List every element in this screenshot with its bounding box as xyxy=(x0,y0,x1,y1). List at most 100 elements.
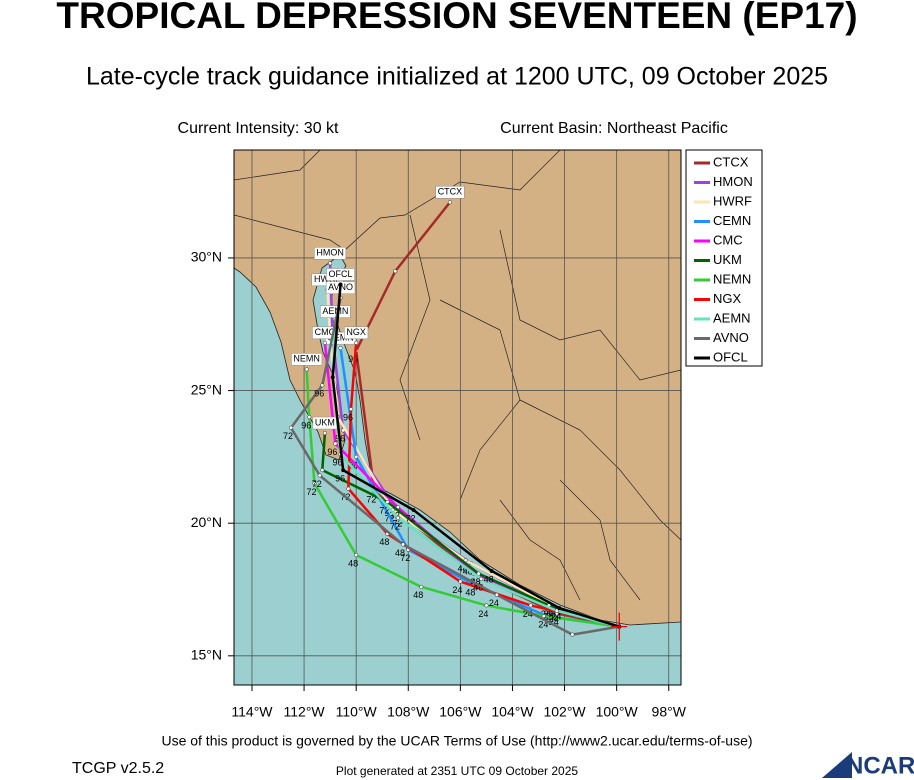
version: TCGP v2.5.2 xyxy=(72,760,164,777)
x-tick-label: 114°W xyxy=(231,704,273,720)
track-point xyxy=(393,269,398,274)
tau-label: 48 xyxy=(458,564,468,574)
y-tick-label: 15°N xyxy=(191,647,222,663)
tau-label: 48 xyxy=(395,548,405,558)
track-point xyxy=(320,383,325,388)
basin: Current Basin: Northeast Pacific xyxy=(500,120,728,137)
legend-label: NGX xyxy=(713,291,742,306)
track-tag: UKM xyxy=(315,417,335,427)
tau-label: 72 xyxy=(390,521,400,531)
track-tag: AEMN xyxy=(322,306,348,316)
track-point xyxy=(476,571,481,576)
track-point xyxy=(338,282,343,287)
tau-label: 72 xyxy=(306,487,316,497)
track-tag-box xyxy=(326,268,355,281)
track-point xyxy=(304,367,309,372)
track-point xyxy=(330,375,335,380)
track-point xyxy=(484,603,489,608)
track-point xyxy=(320,468,325,473)
tau-label: 72 xyxy=(312,479,322,489)
logo: NCAR xyxy=(846,752,914,779)
tau-label: 48 xyxy=(463,566,473,576)
axes: 114°W 112°W 110°W 108°W 106°W 104°W 102°W 100°W… xyxy=(191,249,687,720)
tau-label: 48 xyxy=(465,588,475,598)
track-point xyxy=(317,473,322,478)
tau-label: 48 xyxy=(379,537,389,547)
track-point xyxy=(401,542,406,547)
tau-label: 72 xyxy=(400,553,410,563)
track-point xyxy=(419,584,424,589)
legend: CTCX HMON HWRF CEMN CMC UKM NEMN NGX AEMN AVNO OFC… xyxy=(694,154,753,364)
track-point xyxy=(557,606,562,611)
track-point xyxy=(447,200,452,205)
tau-label: 24 xyxy=(478,609,488,619)
tau-label: 72 xyxy=(405,513,415,523)
legend-box xyxy=(685,149,763,367)
track-point xyxy=(541,614,546,619)
title: TROPICAL DEPRESSION SEVENTEEN (EP17) xyxy=(56,0,857,36)
tau-label: 96 xyxy=(333,458,343,468)
legend-label: HWRF xyxy=(713,193,752,208)
tau-label: 24 xyxy=(489,598,499,608)
track-point xyxy=(312,481,317,486)
borders xyxy=(234,150,681,601)
tau-label: 72 xyxy=(379,505,389,515)
x-tick-label: 104°W xyxy=(491,704,534,720)
y-tick-label: 30°N xyxy=(191,249,222,265)
track-point xyxy=(494,592,499,597)
track-point xyxy=(289,425,294,430)
x-tick-label: 106°W xyxy=(439,704,482,720)
tau-label: 24 xyxy=(541,609,551,619)
tau-label: 96 xyxy=(343,413,353,423)
track-tag: CEMN xyxy=(327,333,354,343)
tau-label: 24 xyxy=(551,611,561,621)
x-tick-label: 112°W xyxy=(284,704,326,720)
track-tag-box xyxy=(291,353,323,366)
track-point xyxy=(411,507,416,512)
tau-label: 72 xyxy=(392,519,402,529)
track-point xyxy=(395,515,400,520)
track-point xyxy=(528,603,533,608)
tau-label: 48 xyxy=(348,558,358,568)
track-point xyxy=(354,553,359,558)
tau-label: 72 xyxy=(366,495,376,505)
tau-label: 48 xyxy=(473,582,483,592)
tau-label: 24 xyxy=(538,619,548,629)
track-point xyxy=(479,576,484,581)
track-tag: CTCX xyxy=(438,187,463,197)
tau-label: 96 xyxy=(348,460,358,470)
legend-label: CEMN xyxy=(713,213,751,228)
track-point xyxy=(354,340,359,345)
intensity: Current Intensity: 30 kt xyxy=(178,120,340,137)
track-tag: NEMN xyxy=(293,354,320,364)
legend-label: CTCX xyxy=(713,154,749,169)
track-point xyxy=(570,632,575,637)
y-tick-label: 25°N xyxy=(191,381,222,397)
track-tag-box xyxy=(344,326,369,340)
x-tick-label: 100°W xyxy=(596,704,639,720)
track xyxy=(289,297,620,636)
footer: Use of this product is governed by the U… xyxy=(161,733,752,749)
tau-label: 96 xyxy=(348,354,358,364)
tracks: 24487296CTCX24487296HMON24487296HWRF2448… xyxy=(283,186,628,641)
generated: Plot generated at 2351 UTC 09 October 20… xyxy=(336,764,578,778)
track-tag-box xyxy=(314,247,347,260)
legend-label: AVNO xyxy=(713,330,749,345)
track-point xyxy=(338,346,343,351)
track-tag: HMON xyxy=(316,248,344,258)
tau-label: 96 xyxy=(314,389,324,399)
legend-label: AEMN xyxy=(713,310,751,325)
track-point xyxy=(458,579,463,584)
logo-mark xyxy=(822,752,852,778)
tau-label: 96 xyxy=(301,420,311,430)
track-point xyxy=(328,261,333,266)
x-tick-label: 98°W xyxy=(652,704,687,720)
tau-label: 24 xyxy=(523,609,533,619)
tau-label: 24 xyxy=(549,614,559,624)
tau-label: 24 xyxy=(544,609,554,619)
track-tag: OFCL xyxy=(329,269,353,279)
legend-label: UKM xyxy=(713,252,742,267)
tau-label: 96 xyxy=(327,447,337,457)
legend-label: NEMN xyxy=(713,271,751,286)
